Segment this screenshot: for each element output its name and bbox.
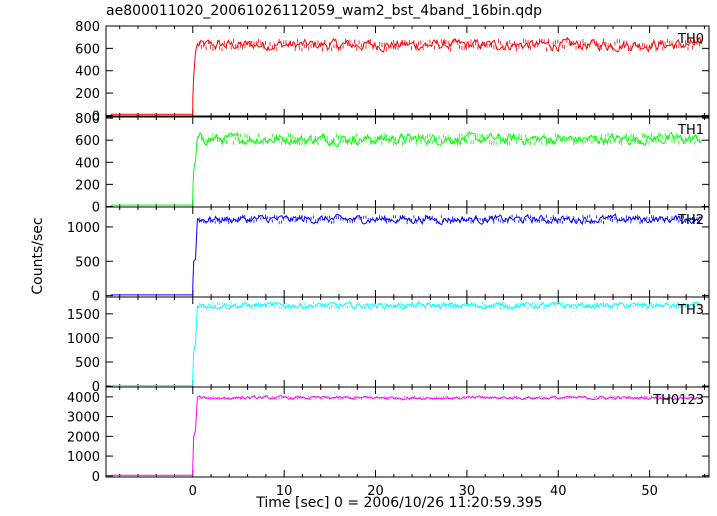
- series-line-th3: [110, 301, 703, 387]
- y-tick-label: 3000: [67, 411, 100, 426]
- x-tick-label: 0: [189, 484, 197, 499]
- y-tick-label: 400: [75, 65, 100, 80]
- y-tick-label: 1000: [67, 450, 100, 465]
- y-tick-label: 200: [75, 87, 100, 102]
- y-tick-label: 2000: [67, 430, 100, 445]
- chart-title: ae800011020_20061026112059_wam2_bst_4ban…: [106, 3, 543, 19]
- x-tick-label: 20: [367, 484, 384, 499]
- y-tick-label: 1500: [67, 308, 100, 323]
- panel-frame-th3: [105, 296, 710, 388]
- y-axis-label: Counts/sec: [30, 217, 46, 295]
- x-tick-label: 10: [276, 484, 293, 499]
- y-tick-label: 4000: [67, 391, 100, 406]
- panel-frame-th1: [105, 116, 710, 208]
- series-line-th0123: [110, 394, 703, 476]
- y-tick-label: 800: [75, 112, 100, 127]
- panel-label-th3: TH3: [677, 303, 704, 318]
- y-tick-label: 1000: [67, 221, 100, 236]
- y-tick-label: 200: [75, 178, 100, 193]
- series-line-th0: [110, 36, 703, 115]
- x-axis-label: Time [sec] 0 = 2006/10/26 11:20:59.395: [256, 495, 543, 511]
- x-tick-label: 40: [550, 484, 567, 499]
- y-tick-label: 0: [92, 380, 100, 395]
- panel-label-th0123: TH0123: [652, 393, 704, 408]
- panel-label-th0: TH0: [677, 32, 704, 47]
- y-tick-label: 400: [75, 156, 100, 171]
- panel-label-th2: TH2: [677, 213, 704, 228]
- panel-frame-th0: [105, 25, 710, 117]
- y-tick-label: 0: [92, 290, 100, 305]
- panel-frame-th0123: [105, 386, 710, 478]
- y-tick-label: 1000: [67, 332, 100, 347]
- y-tick-label: 600: [75, 134, 100, 149]
- y-tick-label: 800: [75, 20, 100, 35]
- y-tick-label: 0: [92, 470, 100, 485]
- x-tick-label: 30: [459, 484, 476, 499]
- y-tick-label: 0: [92, 109, 100, 124]
- series-line-th1: [110, 130, 703, 206]
- series-line-th2: [110, 213, 703, 296]
- panel-label-th1: TH1: [677, 123, 704, 138]
- y-tick-label: 500: [75, 356, 100, 371]
- y-tick-label: 500: [75, 255, 100, 270]
- y-tick-label: 0: [92, 200, 100, 215]
- y-tick-label: 600: [75, 42, 100, 57]
- x-tick-label: 50: [641, 484, 658, 499]
